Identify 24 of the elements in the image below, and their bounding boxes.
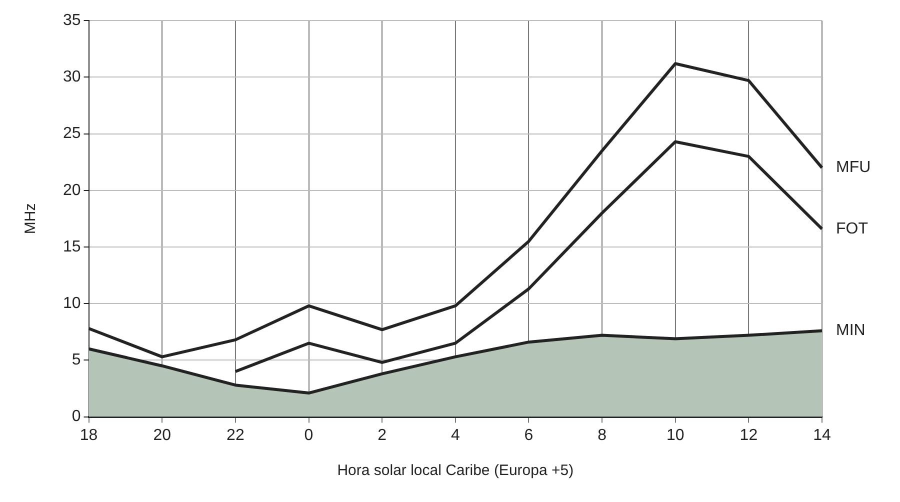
series-label: MFU — [836, 159, 871, 176]
x-tick-label: 14 — [813, 426, 831, 444]
x-tick-label: 12 — [740, 426, 758, 444]
y-tick-label: 10 — [63, 295, 81, 312]
x-tick-label: 20 — [153, 426, 172, 444]
y-axis-title: MHz — [22, 203, 40, 234]
x-tick-label: 22 — [226, 426, 244, 444]
x-tick-label: 2 — [378, 426, 387, 444]
y-tick-label: 5 — [72, 352, 81, 369]
y-tick-label: 30 — [63, 68, 81, 86]
x-tick-label: 4 — [450, 426, 460, 444]
y-tick-label: 0 — [72, 408, 81, 426]
series-label: MIN — [836, 322, 866, 340]
x-tick-label: 18 — [80, 426, 98, 444]
y-tick-label: 15 — [63, 238, 81, 256]
x-tick-label: 10 — [666, 426, 684, 444]
x-tick-label: 8 — [598, 426, 607, 444]
y-tick-label: 25 — [63, 125, 81, 142]
y-tick-label: 35 — [63, 12, 81, 30]
series-label: FOT — [836, 220, 868, 238]
x-tick-label: 6 — [524, 426, 534, 444]
x-axis-title: Hora solar local Caribe (Europa +5) — [337, 462, 574, 480]
x-tick-label: 0 — [304, 426, 314, 444]
y-tick-label: 20 — [63, 182, 81, 199]
